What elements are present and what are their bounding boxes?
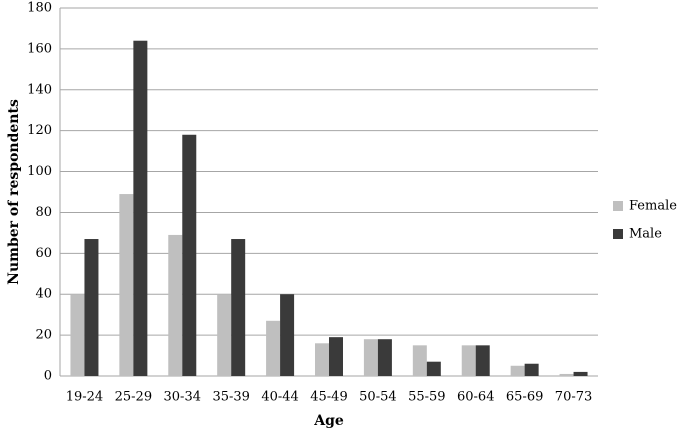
bar [475, 345, 490, 376]
bar [573, 371, 588, 376]
y-tick-label: 80 [35, 205, 52, 220]
y-tick-label: 0 [44, 369, 52, 384]
x-tick-label: 70-73 [555, 390, 592, 405]
bar [461, 345, 476, 376]
bar [559, 373, 574, 376]
x-tick-label: 40-44 [261, 390, 298, 405]
y-tick-label: 20 [35, 328, 52, 343]
y-tick-label: 60 [35, 246, 52, 261]
bar [119, 194, 134, 376]
bar [329, 337, 343, 376]
x-tick-label: 65-69 [506, 390, 543, 405]
bar [280, 294, 295, 376]
x-tick-label: 35-39 [212, 390, 249, 405]
y-tick-label: 180 [27, 1, 52, 16]
bar [524, 363, 539, 376]
bar [217, 294, 232, 376]
bar [426, 361, 441, 376]
x-tick-label: 19-24 [66, 390, 103, 405]
bar [168, 234, 183, 376]
y-tick-label: 40 [35, 287, 52, 302]
bar [377, 339, 392, 376]
x-axis-label: Age [313, 413, 344, 429]
bar [266, 320, 281, 376]
bar [70, 294, 85, 376]
bar [412, 345, 427, 376]
bar [133, 40, 148, 376]
bar [231, 239, 246, 376]
bar [510, 365, 525, 376]
legend-swatch [613, 201, 623, 211]
x-tick-label: 60-64 [457, 390, 494, 405]
x-tick-label: 50-54 [359, 390, 396, 405]
legend-label: Female [629, 199, 677, 214]
bar [182, 134, 197, 376]
y-axis-label: Number of respondents [6, 99, 22, 285]
bar [363, 339, 378, 376]
x-tick-label: 55-59 [408, 390, 445, 405]
legend-swatch [613, 229, 623, 239]
y-tick-label: 120 [27, 123, 52, 138]
x-tick-label: 45-49 [310, 390, 347, 405]
y-tick-label: 160 [27, 41, 52, 56]
bar [84, 239, 99, 376]
legend-label: Male [629, 227, 662, 242]
x-tick-label: 30-34 [164, 390, 201, 405]
y-tick-label: 140 [27, 82, 52, 97]
y-tick-label: 100 [27, 164, 52, 179]
x-tick-label: 25-29 [115, 390, 152, 405]
bar [315, 343, 329, 376]
